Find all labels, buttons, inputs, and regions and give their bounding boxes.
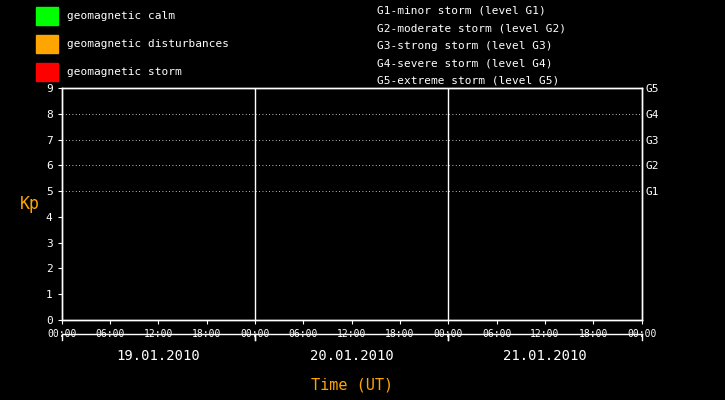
Text: 21.01.2010: 21.01.2010: [503, 349, 587, 363]
Text: geomagnetic storm: geomagnetic storm: [67, 67, 181, 77]
Text: geomagnetic calm: geomagnetic calm: [67, 11, 175, 21]
Text: G3-strong storm (level G3): G3-strong storm (level G3): [377, 41, 552, 51]
Text: Kp: Kp: [20, 195, 40, 213]
Text: Time (UT): Time (UT): [310, 377, 393, 392]
Text: geomagnetic disturbances: geomagnetic disturbances: [67, 39, 228, 49]
Bar: [36, 7, 58, 25]
Text: 19.01.2010: 19.01.2010: [117, 349, 200, 363]
Text: G4-severe storm (level G4): G4-severe storm (level G4): [377, 58, 552, 68]
Bar: [36, 63, 58, 81]
Text: G5-extreme storm (level G5): G5-extreme storm (level G5): [377, 76, 559, 86]
Bar: [36, 35, 58, 53]
Text: 20.01.2010: 20.01.2010: [310, 349, 394, 363]
Text: G2-moderate storm (level G2): G2-moderate storm (level G2): [377, 23, 566, 33]
Text: G1-minor storm (level G1): G1-minor storm (level G1): [377, 6, 546, 16]
